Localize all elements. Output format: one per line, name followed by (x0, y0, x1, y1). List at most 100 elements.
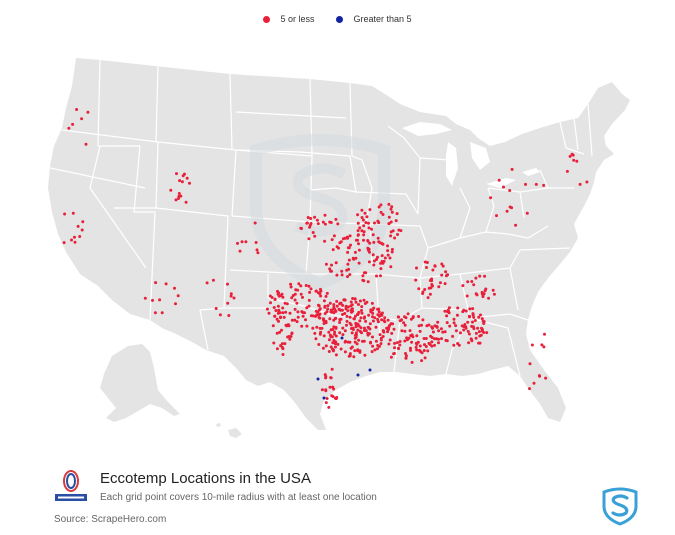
location-point-low (67, 126, 71, 130)
location-point-low (374, 339, 378, 343)
location-point-low (335, 304, 339, 308)
location-point-low (354, 321, 358, 325)
location-point-low (305, 221, 309, 225)
location-point-low (397, 228, 401, 232)
location-point-low (174, 302, 177, 306)
location-point-low (364, 329, 368, 333)
location-point-low (307, 237, 311, 241)
location-point-low (335, 299, 339, 303)
location-point-low (153, 311, 157, 315)
location-point-low (184, 200, 188, 204)
location-point-low (370, 301, 374, 305)
location-point-low (379, 261, 383, 265)
location-point-low (479, 313, 482, 317)
location-point-low (435, 337, 439, 341)
location-point-low (377, 205, 381, 209)
location-point-low (324, 388, 328, 392)
location-point-low (330, 394, 334, 398)
location-point-low (366, 239, 370, 242)
location-point-low (288, 311, 292, 315)
location-point-low (425, 261, 429, 264)
location-point-low (372, 259, 376, 263)
location-point-low (334, 345, 337, 349)
location-point-low (400, 329, 404, 333)
location-point-low (371, 344, 375, 348)
location-point-low (323, 213, 327, 217)
location-point-low (328, 220, 332, 224)
location-point-low (301, 314, 305, 318)
location-point-low (390, 250, 394, 254)
location-point-low (356, 328, 360, 332)
location-point-low (455, 313, 459, 317)
location-point-low (394, 219, 398, 223)
location-point-low (340, 308, 344, 312)
legend-swatch-low (263, 15, 271, 23)
location-point-low (537, 374, 541, 378)
location-point-low (478, 274, 482, 278)
location-point-low (371, 308, 375, 312)
location-point-low (431, 330, 435, 334)
state-borders (49, 59, 593, 377)
location-point-low (386, 318, 390, 322)
location-point-low (301, 295, 304, 299)
location-points (62, 108, 589, 409)
location-point-low (404, 316, 408, 320)
location-point-low (544, 376, 548, 380)
location-point-low (226, 301, 230, 305)
location-point-low (363, 302, 367, 305)
location-point-low (218, 313, 222, 317)
location-point-low (351, 297, 355, 300)
location-point-low (433, 343, 436, 347)
location-point-low (379, 210, 383, 214)
location-point-low (313, 331, 317, 335)
location-point-low (471, 320, 474, 324)
location-point-low (468, 315, 472, 319)
location-point-high (368, 368, 372, 372)
location-point-low (484, 287, 488, 291)
location-point-low (281, 295, 285, 299)
location-point-low (362, 298, 366, 302)
location-point-low (374, 325, 378, 329)
location-point-low (390, 247, 394, 251)
location-point-low (256, 251, 260, 255)
location-point-low (440, 337, 443, 341)
location-point-low (293, 318, 297, 322)
location-point-low (316, 310, 320, 314)
location-point-low (296, 310, 300, 314)
location-point-low (330, 263, 333, 267)
location-point-low (345, 319, 349, 323)
location-point-low (391, 322, 395, 326)
location-point-low (169, 188, 173, 192)
location-point-low (76, 224, 80, 228)
location-point-low (321, 346, 325, 350)
location-point-low (358, 299, 362, 303)
location-point-low (329, 328, 333, 332)
location-point-low (388, 256, 392, 260)
location-point-low (485, 331, 489, 335)
location-point-low (415, 342, 419, 346)
location-point-low (445, 314, 449, 318)
location-point-low (371, 335, 374, 339)
location-point-low (431, 268, 435, 272)
location-point-low (315, 218, 319, 222)
location-point-low (416, 340, 420, 344)
location-point-low (477, 330, 481, 334)
location-point-low (480, 317, 484, 321)
location-point-low (324, 294, 328, 298)
location-point-low (472, 327, 476, 331)
location-point-low (158, 298, 162, 302)
location-point-low (524, 182, 527, 186)
location-point-low (421, 318, 425, 322)
location-point-low (290, 331, 294, 335)
location-point-low (417, 324, 421, 328)
location-point-low (542, 183, 546, 187)
location-point-low (404, 352, 407, 355)
location-point-low (324, 319, 328, 323)
location-point-low (338, 301, 342, 305)
great-lakes (402, 122, 540, 188)
location-point-low (232, 296, 236, 300)
location-point-low (175, 172, 178, 176)
hawaii-land-small (216, 423, 221, 427)
location-point-low (328, 317, 332, 321)
location-point-low (368, 250, 371, 254)
